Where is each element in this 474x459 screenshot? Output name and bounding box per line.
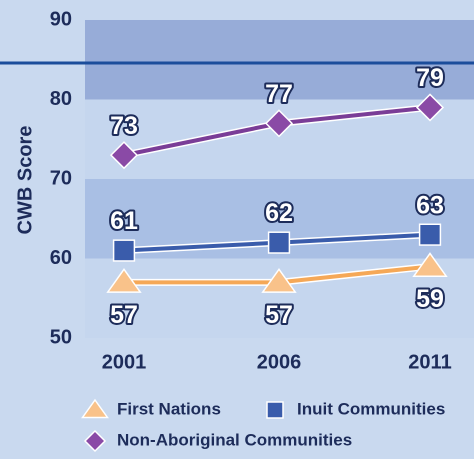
point-marker — [261, 268, 297, 293]
point-marker — [106, 268, 142, 293]
data-label: 57 — [110, 301, 138, 329]
point-marker — [412, 252, 448, 277]
legend-marker — [81, 398, 109, 419]
x-tick-label: 2001 — [102, 351, 147, 373]
data-label: 79 — [416, 64, 444, 92]
point-marker — [415, 93, 445, 122]
point-marker — [109, 141, 139, 170]
legend-label: Inuit Communities — [297, 399, 445, 418]
data-label: 61 — [110, 207, 138, 235]
point-marker — [418, 223, 442, 246]
legend-label: First Nations — [117, 399, 221, 418]
y-tick-label: 60 — [50, 247, 72, 269]
grid-band — [85, 20, 474, 100]
y-tick-label: 50 — [50, 326, 72, 348]
point-marker — [112, 239, 136, 262]
x-tick-label: 2006 — [257, 351, 302, 373]
y-tick-label: 90 — [50, 8, 72, 30]
legend-marker — [83, 429, 107, 453]
x-tick-label: 2011 — [408, 351, 451, 373]
y-axis-label: CWB Score — [14, 126, 36, 235]
y-tick-label: 70 — [50, 167, 72, 189]
data-label: 62 — [265, 199, 293, 227]
point-marker — [267, 231, 291, 254]
point-marker — [264, 109, 294, 138]
data-label: 59 — [416, 285, 444, 313]
y-tick-label: 80 — [50, 88, 72, 110]
data-label: 73 — [110, 112, 138, 140]
legend-marker — [266, 401, 284, 419]
data-label: 77 — [265, 80, 293, 108]
legend-label: Non-Aboriginal Communities — [117, 430, 352, 449]
data-label: 63 — [416, 191, 444, 219]
data-label: 57 — [265, 301, 293, 329]
